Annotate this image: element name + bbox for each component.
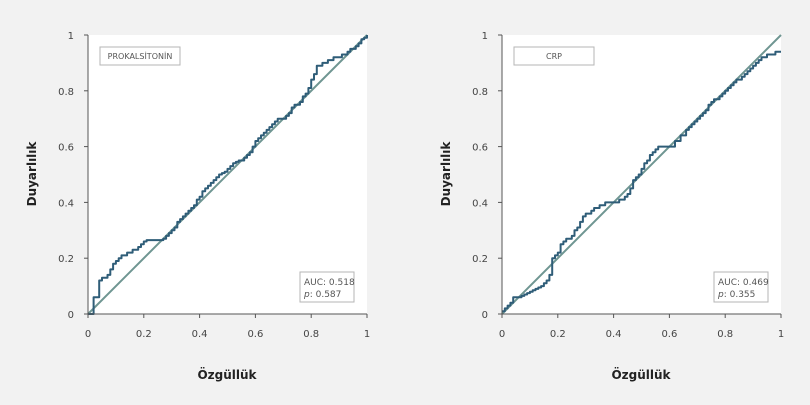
y-tick-label: 0.2 (472, 254, 488, 265)
y-tick-label: 0 (68, 310, 74, 321)
x-tick-label: 0.2 (550, 329, 566, 340)
title-box-right (513, 46, 595, 66)
y-tick-label: 0.2 (58, 254, 74, 265)
y-tick-label: 0.8 (472, 87, 488, 98)
y-tick-label: 0 (482, 310, 488, 321)
x-tick-label: 0.8 (717, 329, 733, 340)
y-tick-label: 0.4 (472, 198, 488, 209)
y-axis-title-right: Duyarlılık (439, 141, 453, 207)
p-text-right: p: 0.355 (717, 290, 755, 300)
y-tick-label: 0.6 (472, 143, 488, 154)
x-tick-label: 1 (778, 329, 784, 340)
x-tick-label: 0.4 (606, 329, 622, 340)
y-tick-label: 0.8 (58, 87, 74, 98)
y-tick-label: 1 (68, 31, 74, 42)
y-tick-label: 1 (482, 31, 488, 42)
x-tick-label: 0.8 (303, 329, 319, 340)
x-tick-label: 0.2 (136, 329, 152, 340)
p-value-right: : 0.355 (724, 290, 756, 300)
roc-curve-right (502, 50, 781, 313)
y-tick-label: 0.6 (58, 143, 74, 154)
x-tick-label: 0 (499, 329, 505, 340)
x-tick-label: 0.6 (661, 329, 677, 340)
panel-left: 0 0.2 0.4 0.6 0.8 1 0 0.2 0.4 0.6 0.8 1 Özgüllük D… (25, 31, 370, 382)
auc-text-right: AUC: 0.469 (718, 278, 769, 288)
x-axis-title-left: Özgüllük (197, 367, 257, 382)
p-value-left: : 0.587 (310, 290, 342, 300)
chart-title-right: CRP (546, 52, 562, 61)
stats-box-left (299, 271, 355, 303)
title-box-left (99, 46, 181, 66)
stats-box-right (713, 271, 769, 303)
panel-right: 0 0.2 0.4 0.6 0.8 1 0 0.2 0.4 0.6 0.8 1 Özgüllük D… (439, 31, 784, 382)
p-text-left: p: 0.587 (303, 290, 341, 300)
x-tick-label: 0.4 (192, 329, 208, 340)
auc-text-left: AUC: 0.518 (304, 278, 355, 288)
x-tick-label: 1 (364, 329, 370, 340)
reference-line-left (87, 34, 368, 315)
roc-curve-left (88, 35, 368, 315)
p-label-left: p (303, 290, 310, 300)
y-tick-label: 0.4 (58, 198, 74, 209)
chart-title-left: PROKALSİTONİN (108, 51, 173, 61)
p-label-right: p (717, 290, 724, 300)
x-tick-label: 0 (85, 329, 91, 340)
y-axis-title-left: Duyarlılık (25, 141, 39, 207)
x-tick-label: 0.6 (247, 329, 263, 340)
x-axis-title-right: Özgüllük (611, 367, 671, 382)
